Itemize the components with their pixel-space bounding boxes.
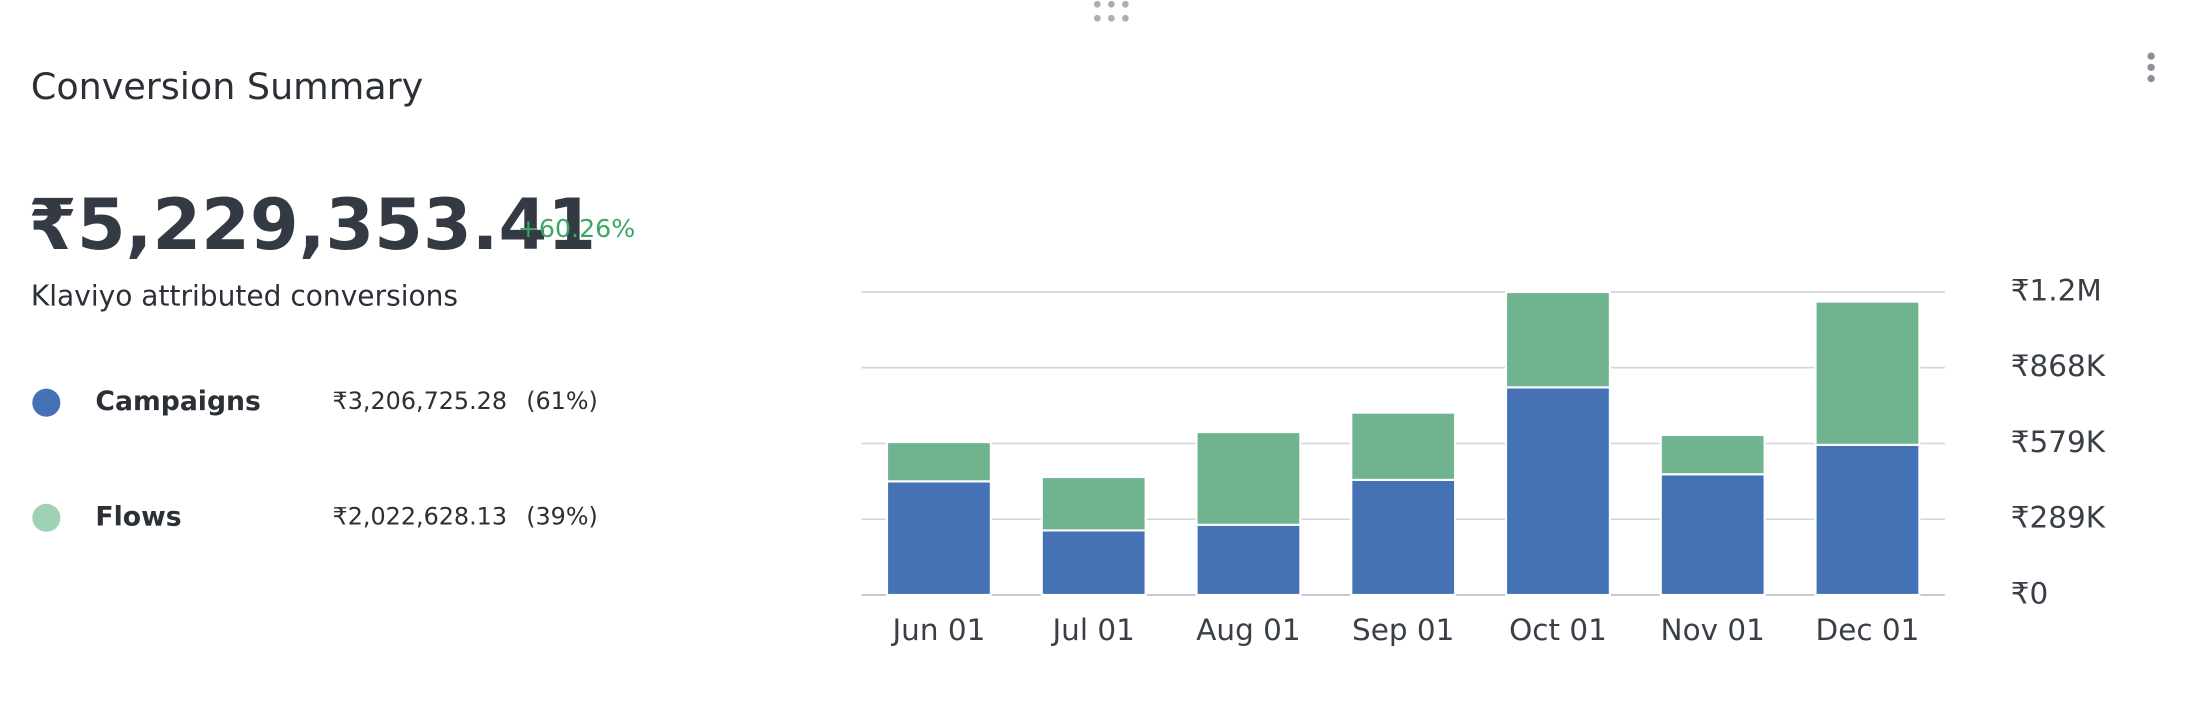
change: +60.26% <box>518 214 635 243</box>
subtitle: Klaviyo attributed conversions <box>31 279 458 312</box>
legend-name: Campaigns <box>95 386 260 417</box>
y-tick-label: ₹1.2M <box>2011 273 2102 307</box>
x-tick-label: Nov 01 <box>1661 613 1765 647</box>
legend-amount: ₹3,206,725.28 <box>333 387 507 415</box>
legend-amount: ₹2,022,628.13 <box>333 502 507 530</box>
y-tick-label: ₹0 <box>2011 576 2048 610</box>
bar-segment <box>885 480 992 597</box>
bar-segment <box>1814 443 1921 597</box>
x-tick-label: Jul 01 <box>1051 613 1135 647</box>
y-tick-label: ₹579K <box>2011 425 2106 459</box>
bar-segment <box>1040 475 1147 532</box>
bar-segment <box>1814 300 1921 446</box>
bar-segment <box>1504 386 1611 597</box>
x-tick-label: Dec 01 <box>1816 613 1920 647</box>
x-tick-label: Oct 01 <box>1509 613 1607 647</box>
bar-segment <box>1504 290 1611 389</box>
bar-segment <box>1659 473 1766 597</box>
legend-dot <box>32 503 61 532</box>
legend-dot <box>32 388 61 417</box>
bar-segment <box>1195 523 1302 597</box>
drag-handle[interactable] <box>1093 0 1129 22</box>
legend-share: (39%) <box>526 502 598 530</box>
bar-segment <box>885 441 992 483</box>
y-tick-label: ₹868K <box>2011 349 2106 383</box>
bar-segment <box>1040 529 1147 597</box>
bar-segment <box>1350 478 1457 597</box>
bar-segment <box>1350 411 1457 481</box>
legend-share: (61%) <box>526 387 598 415</box>
total-value: ₹5,229,353.41 <box>28 184 596 266</box>
legend-name: Flows <box>95 501 181 532</box>
y-tick-label: ₹289K <box>2011 501 2106 535</box>
card-title: Conversion Summary <box>31 65 423 108</box>
x-tick-label: Sep 01 <box>1352 613 1454 647</box>
bar-segment <box>1659 433 1766 476</box>
x-tick-label: Jun 01 <box>891 613 986 647</box>
more-menu[interactable] <box>2147 52 2155 83</box>
x-tick-label: Aug 01 <box>1196 613 1300 647</box>
bar-segment <box>1195 431 1302 526</box>
